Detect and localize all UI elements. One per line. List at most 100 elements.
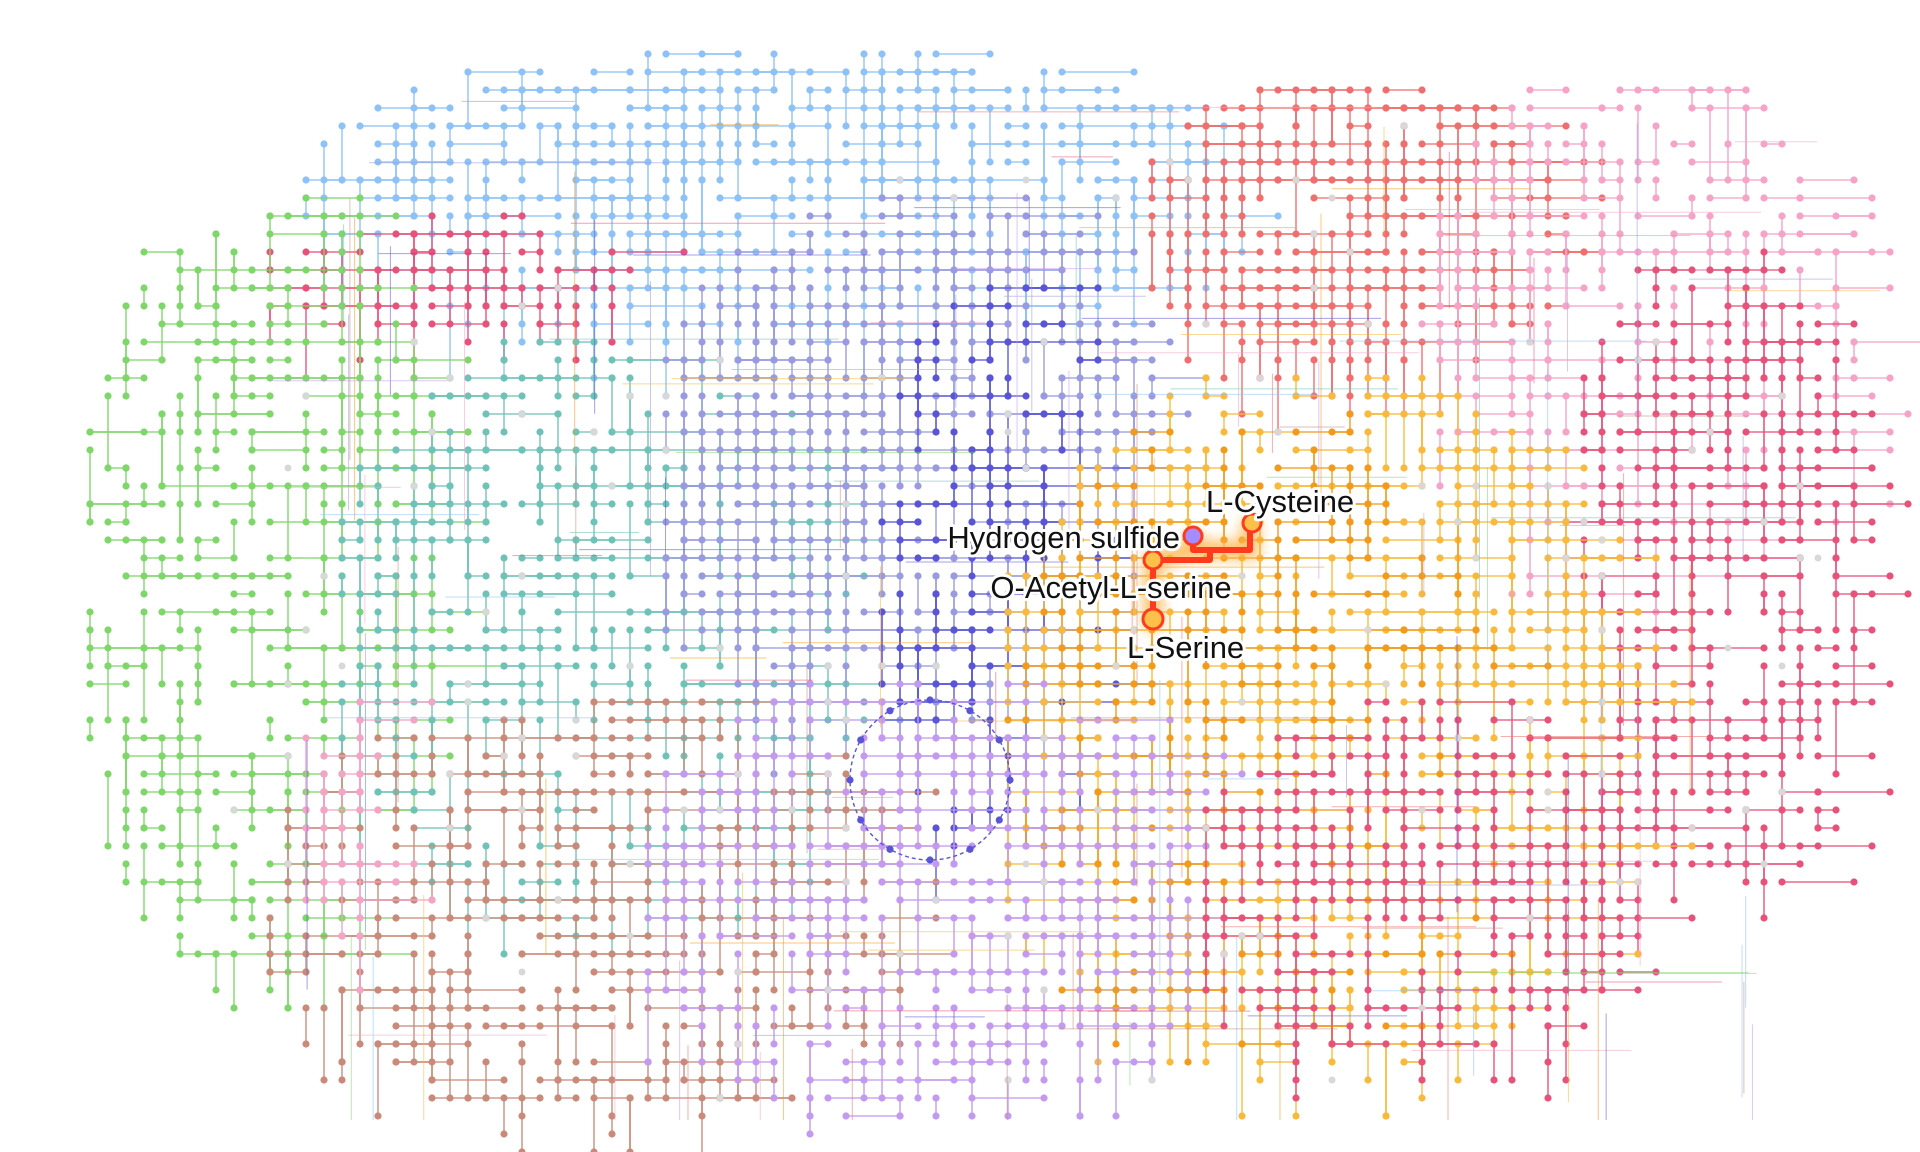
compound-node[interactable] — [860, 122, 868, 130]
compound-node[interactable] — [1706, 662, 1714, 670]
compound-node[interactable] — [860, 86, 868, 94]
compound-node[interactable] — [698, 266, 706, 274]
compound-node[interactable] — [1238, 230, 1246, 238]
compound-node[interactable] — [770, 212, 778, 220]
compound-node[interactable] — [392, 320, 400, 328]
compound-node[interactable] — [1742, 194, 1750, 202]
compound-node[interactable] — [1688, 518, 1696, 526]
compound-node[interactable] — [1778, 536, 1786, 544]
compound-node[interactable] — [1526, 392, 1534, 400]
compound-node[interactable] — [320, 230, 328, 238]
compound-node[interactable] — [1850, 374, 1858, 382]
compound-node[interactable] — [1850, 230, 1858, 238]
compound-node[interactable] — [1436, 338, 1444, 346]
compound-node[interactable] — [1832, 590, 1840, 598]
compound-node[interactable] — [572, 140, 580, 148]
compound-node[interactable] — [1706, 230, 1714, 238]
compound-node[interactable] — [734, 194, 742, 202]
compound-node[interactable] — [1832, 662, 1840, 670]
compound-node[interactable] — [410, 176, 418, 184]
compound-node[interactable] — [536, 284, 544, 292]
compound-node[interactable] — [1436, 122, 1444, 130]
compound-node[interactable] — [1760, 482, 1768, 490]
compound-node[interactable] — [662, 122, 670, 130]
compound-node[interactable] — [788, 176, 796, 184]
compound-node[interactable] — [1148, 158, 1156, 166]
compound-node[interactable] — [1094, 194, 1102, 202]
compound-node[interactable] — [1688, 716, 1696, 724]
compound-node[interactable] — [302, 176, 310, 184]
compound-node[interactable] — [1238, 140, 1246, 148]
compound-node[interactable] — [1346, 158, 1354, 166]
compound-node[interactable] — [1598, 374, 1606, 382]
compound-node[interactable] — [1724, 752, 1732, 760]
compound-node[interactable] — [1670, 896, 1678, 904]
compound-node[interactable] — [1130, 68, 1138, 76]
compound-node[interactable] — [482, 176, 490, 184]
compound-node[interactable] — [1778, 752, 1786, 760]
compound-node[interactable] — [1580, 122, 1588, 130]
compound-node[interactable] — [410, 158, 418, 166]
compound-node[interactable] — [122, 878, 130, 886]
compound-node[interactable] — [1400, 104, 1408, 112]
compound-node[interactable] — [788, 230, 796, 238]
compound-node[interactable] — [1832, 338, 1840, 346]
compound-node[interactable] — [464, 158, 472, 166]
compound-node[interactable] — [1688, 356, 1696, 364]
compound-node[interactable] — [878, 50, 886, 58]
compound-node[interactable] — [752, 68, 760, 76]
compound-node[interactable] — [590, 122, 598, 130]
compound-node[interactable] — [1814, 626, 1822, 634]
compound-node[interactable] — [1004, 158, 1012, 166]
compound-node[interactable] — [1436, 266, 1444, 274]
compound-node[interactable] — [644, 104, 652, 112]
compound-node[interactable] — [1670, 230, 1678, 238]
compound-node[interactable] — [608, 266, 616, 274]
compound-node[interactable] — [1688, 374, 1696, 382]
compound-node[interactable] — [1040, 122, 1048, 130]
compound-node[interactable] — [1688, 212, 1696, 220]
compound-node[interactable] — [1292, 104, 1300, 112]
compound-node[interactable] — [1292, 140, 1300, 148]
compound-node[interactable] — [1058, 140, 1066, 148]
compound-node[interactable] — [1634, 176, 1642, 184]
compound-node[interactable] — [518, 338, 526, 346]
compound-node[interactable] — [374, 320, 382, 328]
compound-node[interactable] — [536, 230, 544, 238]
compound-node[interactable] — [1274, 230, 1282, 238]
compound-node[interactable] — [1742, 878, 1750, 886]
compound-node[interactable] — [1238, 266, 1246, 274]
compound-node[interactable] — [1814, 752, 1822, 760]
compound-node[interactable] — [1472, 302, 1480, 310]
compound-node[interactable] — [662, 104, 670, 112]
compound-node[interactable] — [1742, 338, 1750, 346]
compound-node[interactable] — [1634, 464, 1642, 472]
compound-node[interactable] — [716, 86, 724, 94]
compound-node[interactable] — [878, 104, 886, 112]
compound-node[interactable] — [122, 392, 130, 400]
compound-node[interactable] — [1760, 230, 1768, 238]
compound-node[interactable] — [1364, 212, 1372, 220]
compound-node[interactable] — [554, 266, 562, 274]
compound-node[interactable] — [1832, 572, 1840, 580]
compound-node[interactable] — [1706, 770, 1714, 778]
compound-node[interactable] — [1616, 446, 1624, 454]
compound-node[interactable] — [266, 608, 274, 616]
compound-node[interactable] — [140, 878, 148, 886]
compound-node[interactable] — [1238, 320, 1246, 328]
compound-node[interactable] — [1364, 284, 1372, 292]
compound-node[interactable] — [284, 572, 292, 580]
compound-node[interactable] — [1184, 284, 1192, 292]
compound-node[interactable] — [1292, 122, 1300, 130]
compound-node[interactable] — [1832, 644, 1840, 652]
compound-node[interactable] — [572, 230, 580, 238]
compound-node[interactable] — [1850, 590, 1858, 598]
compound-node[interactable] — [626, 212, 634, 220]
compound-node[interactable] — [1778, 698, 1786, 706]
compound-node[interactable] — [1706, 446, 1714, 454]
compound-node[interactable] — [752, 158, 760, 166]
compound-node[interactable] — [1742, 248, 1750, 256]
compound-node[interactable] — [1598, 518, 1606, 526]
compound-node[interactable] — [1886, 248, 1894, 256]
compound-node[interactable] — [1202, 104, 1210, 112]
